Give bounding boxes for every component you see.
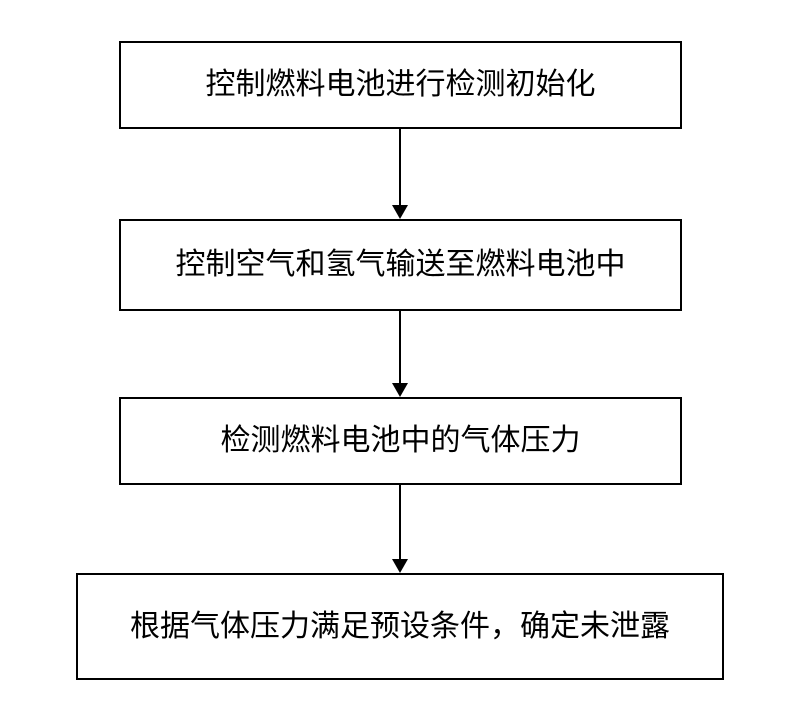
flow-arrow-head-icon [392,559,408,573]
flow-arrow-line [399,129,401,205]
flowchart-canvas: 控制燃料电池进行检测初始化 控制空气和氢气输送至燃料电池中 检测燃料电池中的气体… [0,0,800,727]
flow-arrow-head-icon [392,383,408,397]
flow-node-supply-gas: 控制空气和氢气输送至燃料电池中 [119,219,682,311]
flow-arrow-line [399,311,401,383]
flow-node-label: 根据气体压力满足预设条件，确定未泄露 [130,609,670,645]
flow-node-determine-no-leak: 根据气体压力满足预设条件，确定未泄露 [76,573,724,680]
flow-node-detect-pressure: 检测燃料电池中的气体压力 [119,397,682,485]
flow-node-label: 检测燃料电池中的气体压力 [221,423,581,459]
flow-arrow-line [399,485,401,559]
flow-arrow-head-icon [392,205,408,219]
flow-node-label: 控制空气和氢气输送至燃料电池中 [176,247,626,283]
flow-node-init: 控制燃料电池进行检测初始化 [119,41,682,129]
flow-node-label: 控制燃料电池进行检测初始化 [206,67,596,103]
